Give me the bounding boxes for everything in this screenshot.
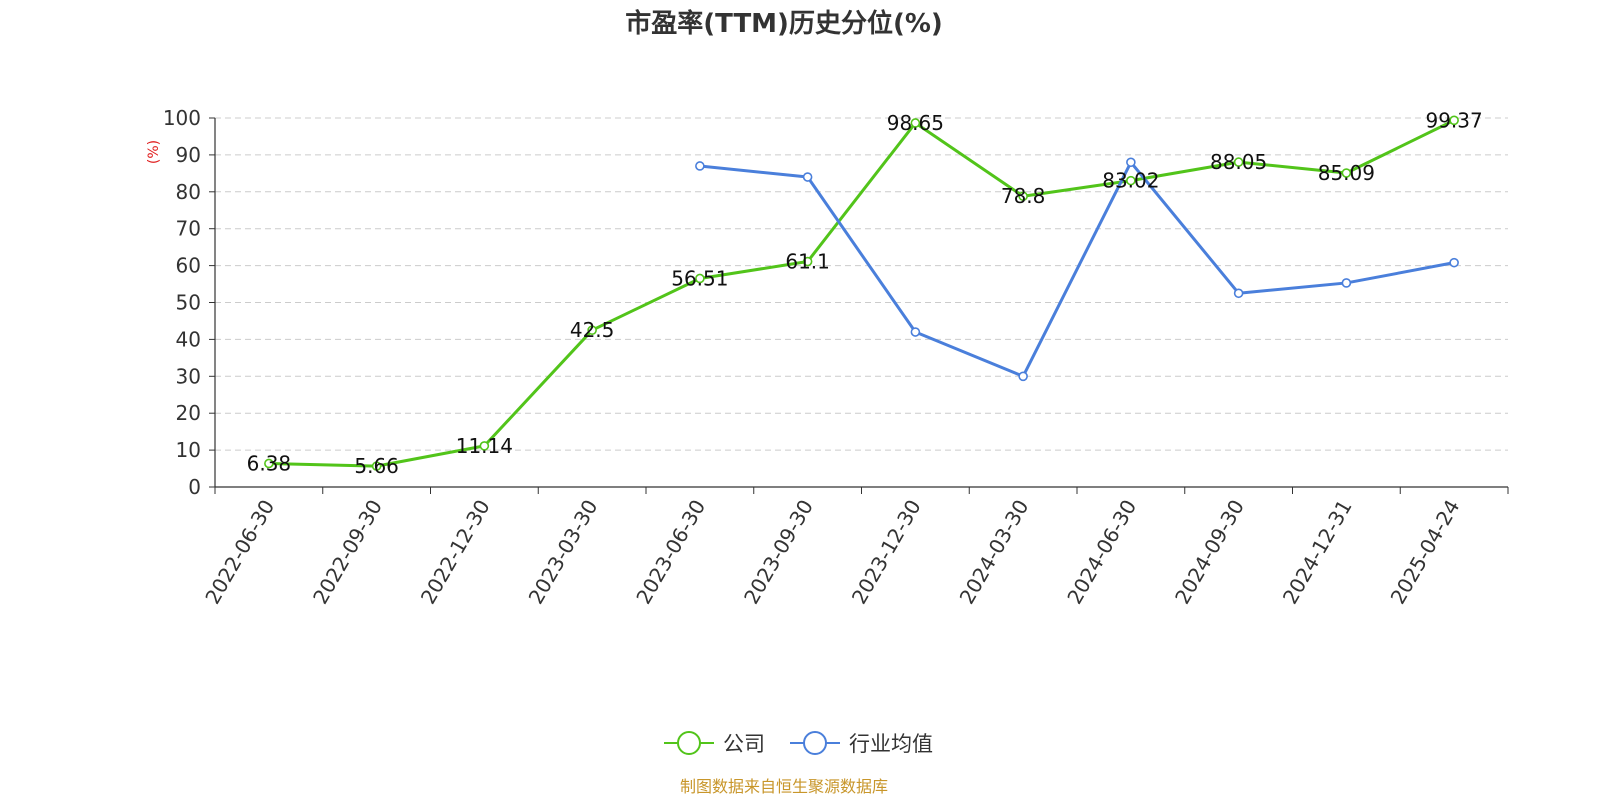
x-tick-label: 2024-09-30 — [1170, 496, 1249, 609]
data-point — [479, 441, 490, 451]
x-tick-label: 2025-04-24 — [1386, 496, 1465, 609]
data-label: 88.05 — [1210, 150, 1267, 174]
data-label: 78.8 — [1001, 184, 1046, 208]
x-tick-label: 2022-09-30 — [308, 496, 387, 609]
source-note: 制图数据来自恒生聚源数据库 — [680, 777, 888, 796]
x-tick-label: 2023-03-30 — [524, 496, 603, 609]
data-point — [1449, 257, 1459, 268]
data-point — [1233, 288, 1244, 299]
legend-label: 行业均值 — [849, 732, 933, 756]
y-tick-label: 80 — [176, 180, 201, 204]
legend-marker — [803, 731, 827, 755]
data-label: 85.09 — [1318, 161, 1375, 185]
data-label: 6.38 — [247, 451, 292, 475]
series-lines — [268, 118, 1455, 468]
x-tick-label: 2024-06-30 — [1062, 496, 1141, 609]
axes — [209, 117, 1509, 494]
data-point — [587, 325, 597, 335]
data-point — [1126, 157, 1136, 168]
x-tick-label: 2022-12-30 — [416, 496, 495, 609]
legend-label: 公司 — [723, 732, 765, 756]
data-point — [910, 327, 921, 337]
data-label: 99.37 — [1425, 108, 1482, 132]
data-point — [1018, 191, 1028, 202]
data-point — [1341, 168, 1352, 178]
grid-lines — [215, 117, 1508, 451]
data-point — [695, 161, 705, 171]
y-tick-label: 70 — [176, 217, 201, 241]
data-label: 5.66 — [354, 454, 399, 478]
y-tick-label: 20 — [176, 401, 201, 425]
series-line — [699, 160, 1455, 378]
data-label: 98.65 — [887, 111, 944, 135]
data-point — [1126, 175, 1136, 186]
x-tick-label: 2024-12-31 — [1278, 496, 1357, 609]
series-points — [264, 115, 1459, 471]
y-tick-label: 60 — [176, 254, 201, 278]
data-point — [264, 458, 274, 469]
data-point — [1018, 371, 1028, 382]
data-label: 42.5 — [570, 318, 615, 342]
y-tick-label: 100 — [163, 106, 201, 130]
data-label: 83.02 — [1102, 169, 1159, 193]
y-tick-label: 30 — [176, 364, 201, 388]
y-tick-label: 50 — [176, 291, 201, 315]
legend: 公司 行业均值 — [664, 731, 933, 756]
x-tick-label: 2023-09-30 — [739, 496, 818, 609]
data-point — [910, 118, 921, 128]
chart-title: 市盈率(TTM)历史分位(%) — [625, 8, 943, 39]
data-label: 61.1 — [785, 250, 830, 274]
x-tick-label: 2024-03-30 — [955, 496, 1034, 609]
data-point — [802, 256, 813, 267]
legend-marker — [677, 731, 701, 755]
x-tick-labels: 2022-06-30 2022-09-30 2022-12-30 2023-03-30… — [200, 496, 1464, 609]
data-point — [1449, 115, 1459, 126]
x-tick-label: 2023-12-30 — [847, 496, 926, 609]
y-tick-label: 90 — [176, 143, 201, 167]
data-point — [695, 273, 705, 284]
data-point — [1233, 157, 1244, 167]
y-tick-label: 10 — [176, 438, 201, 462]
x-tick-label: 2023-06-30 — [631, 496, 710, 609]
data-labels: 6.38 5.66 11.14 42.5 56.51 61.1 98.65 78.8 83.02… — [247, 108, 1483, 478]
data-label: 11.14 — [456, 434, 513, 458]
data-point — [802, 172, 813, 182]
x-tick-label: 2022-06-30 — [200, 496, 279, 609]
y-tick-labels: 0 10 20 30 40 50 60 70 80 90 100 — [163, 106, 201, 499]
y-axis-label: (%) — [146, 140, 162, 164]
data-point — [371, 461, 382, 471]
y-tick-label: 40 — [176, 327, 201, 351]
y-tick-label: 0 — [188, 475, 201, 499]
data-point — [1341, 278, 1352, 288]
data-label: 56.51 — [671, 266, 728, 290]
series-line — [268, 118, 1455, 468]
